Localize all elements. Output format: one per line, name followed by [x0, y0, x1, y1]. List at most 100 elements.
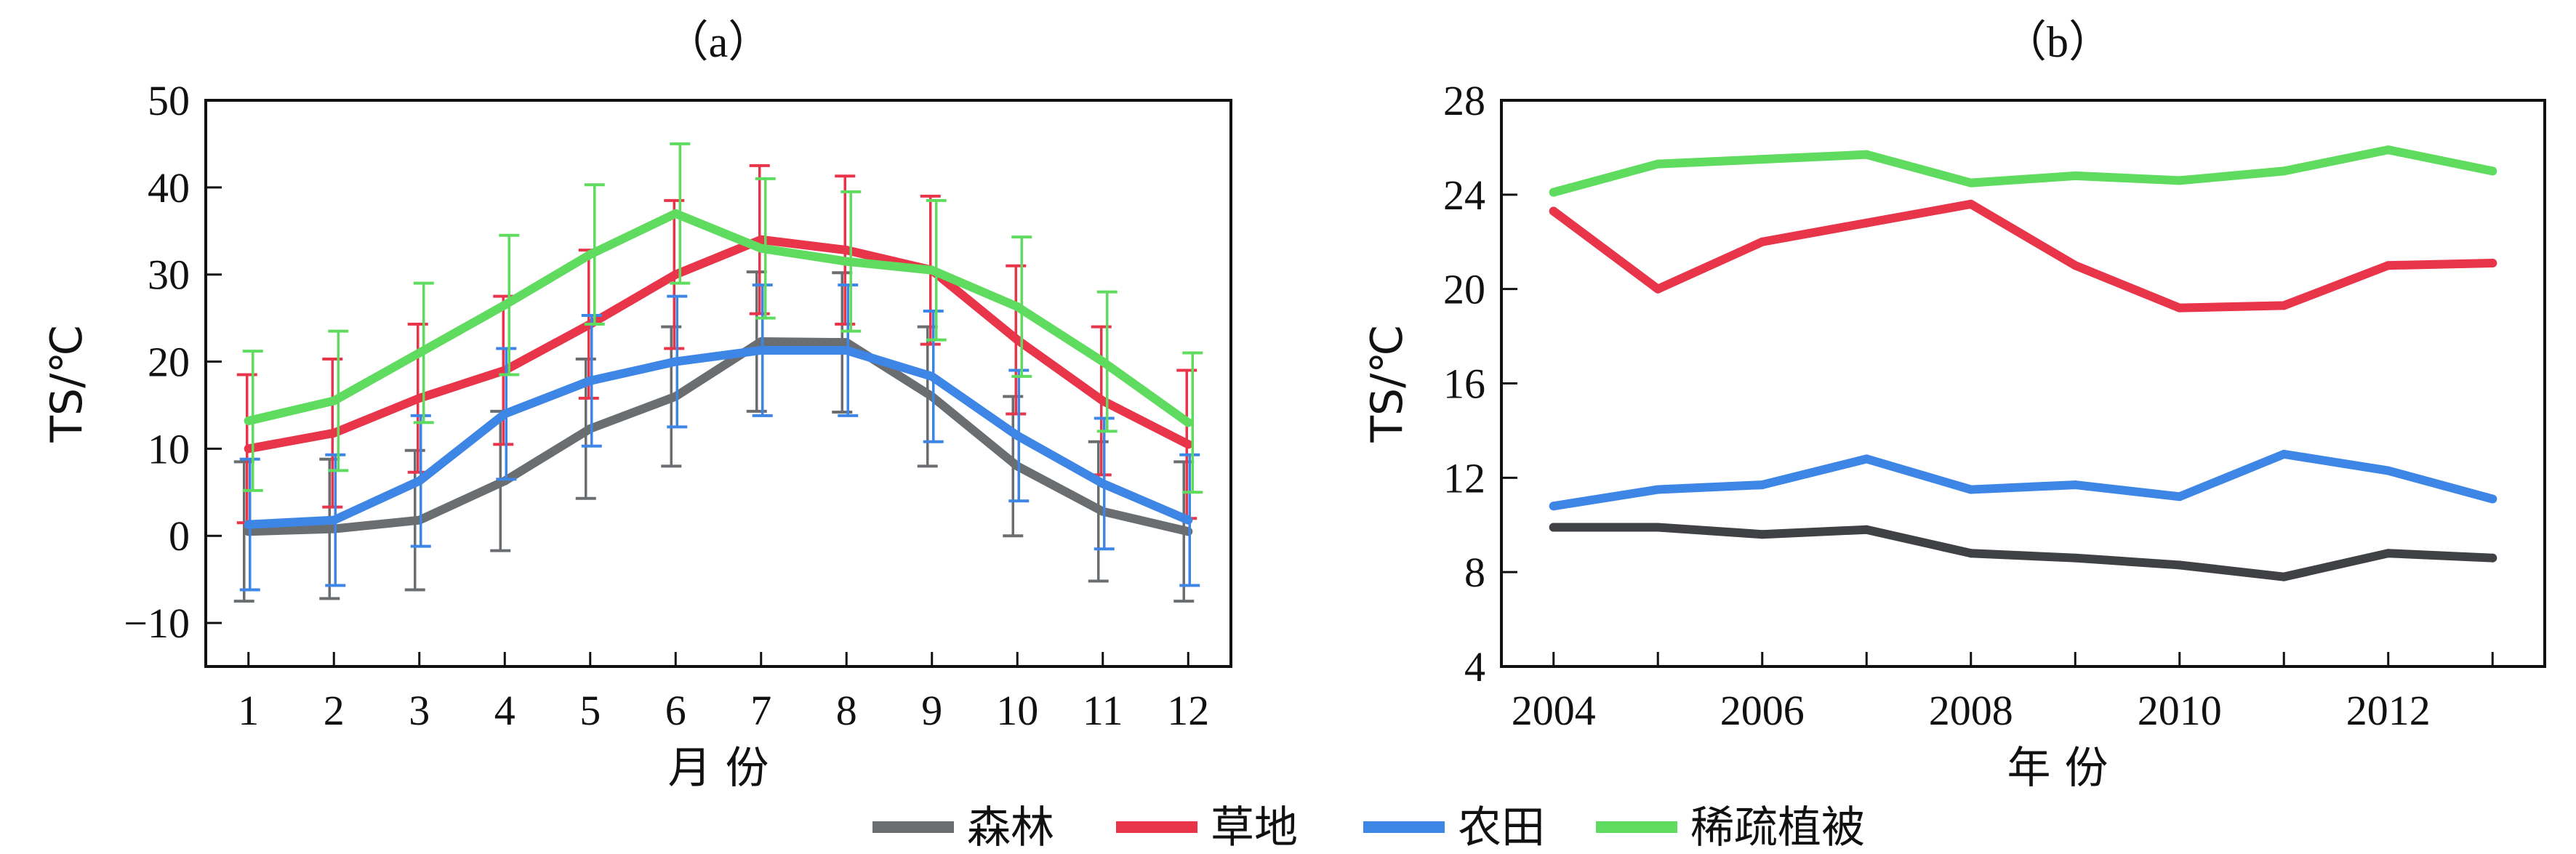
data-point	[1653, 159, 1663, 169]
data-point	[1862, 218, 1871, 227]
data-point	[1966, 485, 1975, 494]
data-point	[671, 270, 681, 279]
series-line	[244, 235, 1193, 454]
data-point	[1013, 302, 1022, 312]
data-point	[671, 392, 681, 401]
y-tick-label: −10	[124, 600, 190, 647]
data-point	[2383, 145, 2393, 155]
series-3	[239, 283, 1200, 592]
data-point	[500, 300, 510, 310]
series-2	[236, 164, 1197, 525]
data-point	[2383, 466, 2393, 475]
y-axis-title: TS/℃	[1362, 324, 1413, 443]
data-point	[1098, 507, 1107, 516]
plot-frame	[1500, 99, 2546, 668]
legend-label: 草地	[1211, 802, 1298, 853]
data-point	[927, 392, 936, 401]
y-axis-title: TS/℃	[41, 324, 92, 443]
x-tick-label: 4	[494, 687, 515, 734]
data-point	[329, 396, 339, 406]
y-tick-label: 10	[148, 425, 190, 472]
data-point	[756, 345, 766, 355]
data-point	[1757, 530, 1767, 539]
y-tick-label: 50	[148, 77, 190, 124]
data-point	[2488, 553, 2497, 563]
data-point	[1966, 199, 1975, 209]
data-point	[329, 428, 339, 438]
x-tick-label: 10	[996, 687, 1038, 734]
data-point	[1013, 335, 1022, 345]
series-line	[244, 345, 1193, 529]
data-point	[2071, 261, 2080, 270]
panel-label: （a）	[665, 18, 772, 66]
data-point	[1013, 431, 1022, 440]
data-point	[1184, 418, 1193, 427]
x-tick-label: 9	[921, 687, 942, 734]
data-point	[2175, 176, 2184, 185]
data-point	[244, 520, 253, 529]
x-tick-label: 12	[1167, 687, 1209, 734]
series-1	[233, 270, 1195, 603]
data-point	[1184, 440, 1193, 449]
data-point	[1862, 525, 1871, 534]
x-tick-label: 2012	[2346, 687, 2431, 734]
data-point	[2175, 492, 2184, 501]
y-tick-label: 4	[1464, 643, 1485, 690]
y-tick-label: 8	[1464, 549, 1485, 596]
series-4	[1549, 145, 2497, 197]
data-point	[842, 345, 851, 355]
data-point	[1098, 479, 1107, 488]
series-3	[1549, 449, 2497, 511]
data-point	[1184, 527, 1193, 536]
plot-frame	[204, 99, 1232, 668]
data-point	[1757, 237, 1767, 246]
data-point	[2175, 560, 2184, 570]
y-tick-label: 16	[1443, 360, 1485, 408]
series-4	[242, 142, 1203, 494]
data-point	[927, 265, 936, 275]
x-tick-label: 11	[1083, 687, 1123, 734]
data-point	[2488, 494, 2497, 504]
x-axis-title: 月 份	[667, 743, 769, 794]
data-point	[244, 416, 253, 426]
data-point	[842, 246, 851, 255]
x-tick-label: 3	[409, 687, 430, 734]
data-point	[756, 243, 766, 253]
series-1	[1549, 523, 2497, 581]
data-point	[414, 476, 424, 486]
data-point	[842, 257, 851, 266]
legend-label: 稀疏植被	[1690, 802, 1865, 853]
data-point	[1862, 150, 1871, 159]
data-point	[1098, 396, 1107, 406]
data-point	[414, 393, 424, 403]
y-tick-label: 12	[1443, 454, 1485, 501]
data-point	[329, 524, 339, 533]
x-tick-label: 2	[324, 687, 345, 734]
data-point	[671, 209, 681, 218]
data-point	[1653, 284, 1663, 294]
y-tick-label: 40	[148, 164, 190, 212]
data-point	[2175, 303, 2184, 313]
data-point	[1549, 501, 1558, 511]
x-tick-label: 6	[665, 687, 686, 734]
data-point	[2279, 572, 2289, 581]
data-point	[2279, 166, 2289, 176]
data-point	[585, 250, 595, 259]
data-point	[2071, 480, 2080, 490]
data-point	[927, 371, 936, 381]
data-point	[1966, 549, 1975, 558]
x-tick-label: 2004	[1512, 687, 1596, 734]
data-point	[2279, 301, 2289, 310]
data-point	[414, 348, 424, 358]
y-tick-label: 0	[169, 512, 190, 560]
data-point	[329, 515, 339, 525]
data-point	[585, 376, 595, 385]
data-point	[2383, 261, 2393, 270]
x-axis-title: 年 份	[2007, 743, 2108, 794]
x-tick-label: 2008	[1929, 687, 2013, 734]
data-point	[1757, 480, 1767, 490]
data-point	[1549, 188, 1558, 197]
y-tick-label: 24	[1443, 172, 1485, 219]
series-line	[244, 337, 1193, 536]
